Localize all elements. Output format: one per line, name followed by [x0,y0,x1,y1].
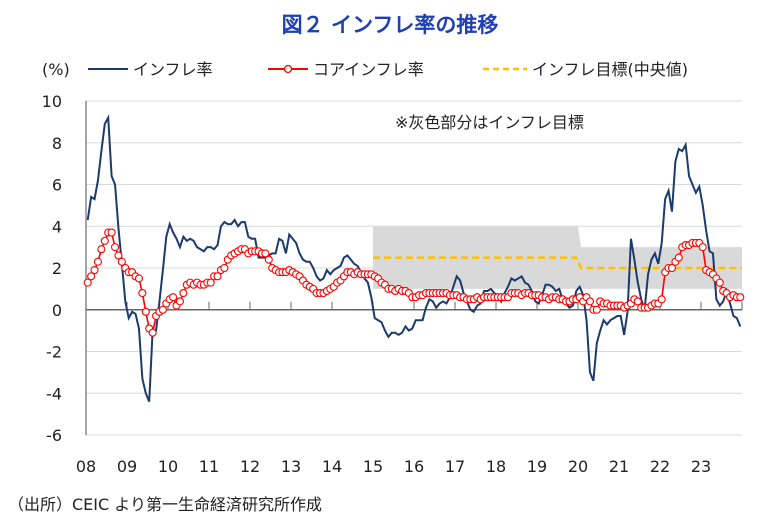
x-tick-label: 19 [527,457,547,476]
x-tick-label: 13 [281,457,301,476]
legend-label-target: インフレ目標(中央値) [532,60,688,79]
legend-label-core: コアインフレ率 [313,60,424,79]
core-inflation-point [264,255,273,264]
x-tick-label: 18 [486,457,506,476]
core-inflation-point [585,297,595,306]
core-inflation-point [213,272,222,281]
core-inflation-point [633,297,642,306]
x-tick-label: 15 [363,457,383,476]
x-tick-label: 09 [117,457,137,476]
core-inflation-point [175,297,185,306]
core-inflation-point [83,278,92,287]
core-inflation-point [138,288,147,298]
legend-label-headline: インフレ率 [133,60,213,79]
x-tick-label: 16 [404,457,424,476]
core-inflation-point [657,295,666,304]
core-inflation-point [667,263,677,273]
y-tick-label: -6 [46,426,62,445]
core-inflation-point [87,272,96,281]
core-inflation-point [158,305,167,314]
x-tick-label: 22 [650,457,670,476]
x-tick-label: 11 [199,457,219,476]
y-tick-label: 10 [42,92,62,111]
core-inflation-point [90,266,99,275]
y-axis-unit: (%) [42,60,70,79]
legend: インフレ率 コアインフレ率 インフレ目標(中央値) [88,60,688,79]
y-tick-label: 4 [52,217,62,236]
y-tick-label: 0 [52,301,62,320]
core-inflation-point [220,263,229,273]
core-inflation-point [148,328,157,337]
core-inflation-point [674,253,683,262]
x-tick-label: 08 [76,457,96,476]
core-inflation-point [169,293,178,302]
legend-marker-core [283,64,293,74]
core-inflation-point [114,251,123,260]
annotation-note: ※灰色部分はインフレ目標 [395,113,584,132]
core-inflation-point [107,228,116,237]
core-inflation-point [206,278,215,287]
x-tick-label: 23 [691,457,711,476]
x-tick-label: 12 [240,457,260,476]
y-tick-label: -2 [46,343,62,362]
target-range-band-transition [578,226,581,289]
core-inflation-point [134,274,144,283]
y-tick-label: 2 [52,259,62,278]
core-inflation-point [110,243,120,252]
y-tick-label: 6 [52,176,62,195]
core-inflation-point [736,293,745,302]
core-inflation-point [715,278,724,287]
core-inflation-point [93,257,103,266]
x-tick-label: 20 [568,457,588,476]
core-inflation-point [117,257,126,266]
core-inflation-point [97,245,106,254]
x-tick-label: 21 [609,457,629,476]
core-inflation-point [261,249,270,258]
core-inflation-point [100,236,109,245]
target-midpoint-line [373,256,742,270]
y-tick-label: -4 [46,384,62,403]
source-note: （出所）CEIC より第一生命経済研究所作成 [8,495,322,514]
core-inflation-point [698,243,707,252]
x-tick-label: 17 [445,457,465,476]
y-tick-label: 8 [52,134,62,153]
x-tick-label: 14 [322,457,342,476]
core-inflation-point [141,307,150,316]
core-inflation-point [179,288,188,298]
chart-title: 図２ インフレ率の推移 [282,13,499,37]
core-inflation-point [592,305,601,314]
headline-inflation-line [86,114,742,402]
x-tick-label: 10 [158,457,178,476]
